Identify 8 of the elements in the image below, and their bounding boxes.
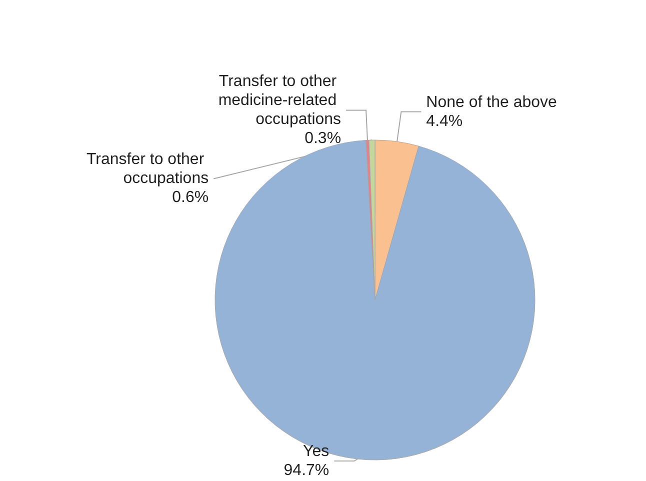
slice-label: None of the above	[426, 94, 558, 111]
data-label: 0.3%	[304, 130, 342, 148]
slice-label: Transfer to other occupations	[86, 151, 209, 188]
slice-label: Transfer to other medicine-related occupations	[218, 73, 342, 128]
data-label: 4.4%	[426, 112, 463, 130]
slice-label: Yes	[303, 443, 330, 460]
data-label: 94.7%	[284, 462, 330, 479]
data-label: 0.6%	[172, 189, 209, 206]
